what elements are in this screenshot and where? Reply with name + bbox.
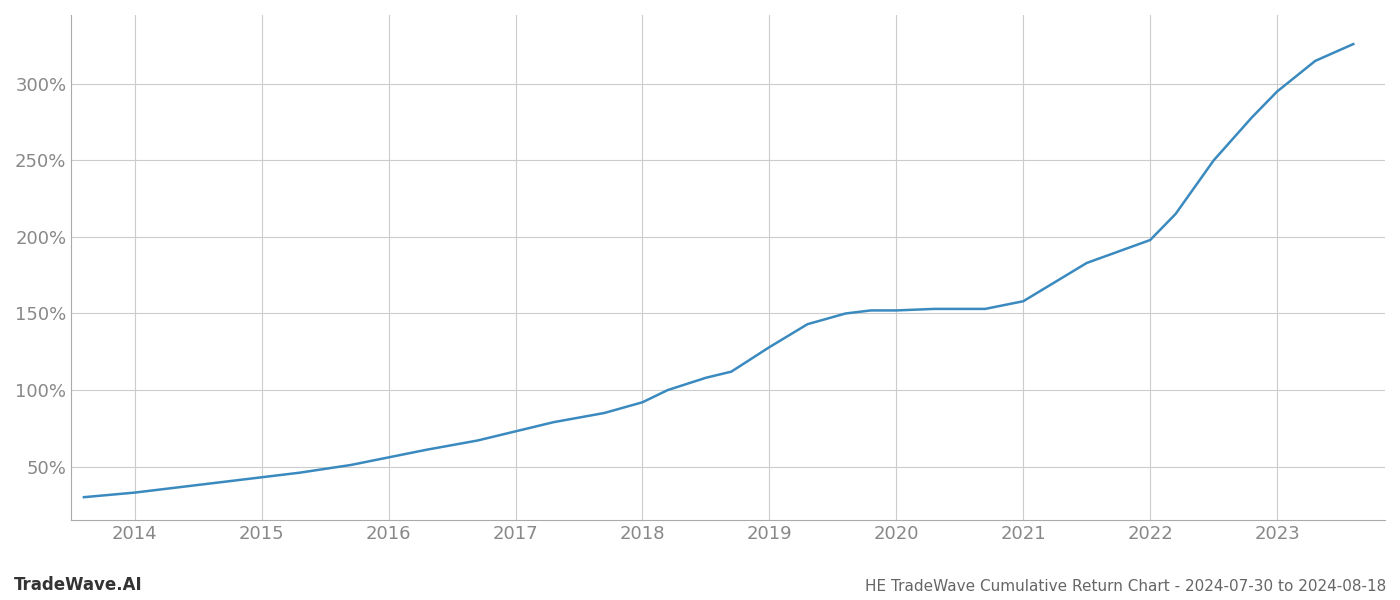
Text: HE TradeWave Cumulative Return Chart - 2024-07-30 to 2024-08-18: HE TradeWave Cumulative Return Chart - 2… bbox=[865, 579, 1386, 594]
Text: TradeWave.AI: TradeWave.AI bbox=[14, 576, 143, 594]
